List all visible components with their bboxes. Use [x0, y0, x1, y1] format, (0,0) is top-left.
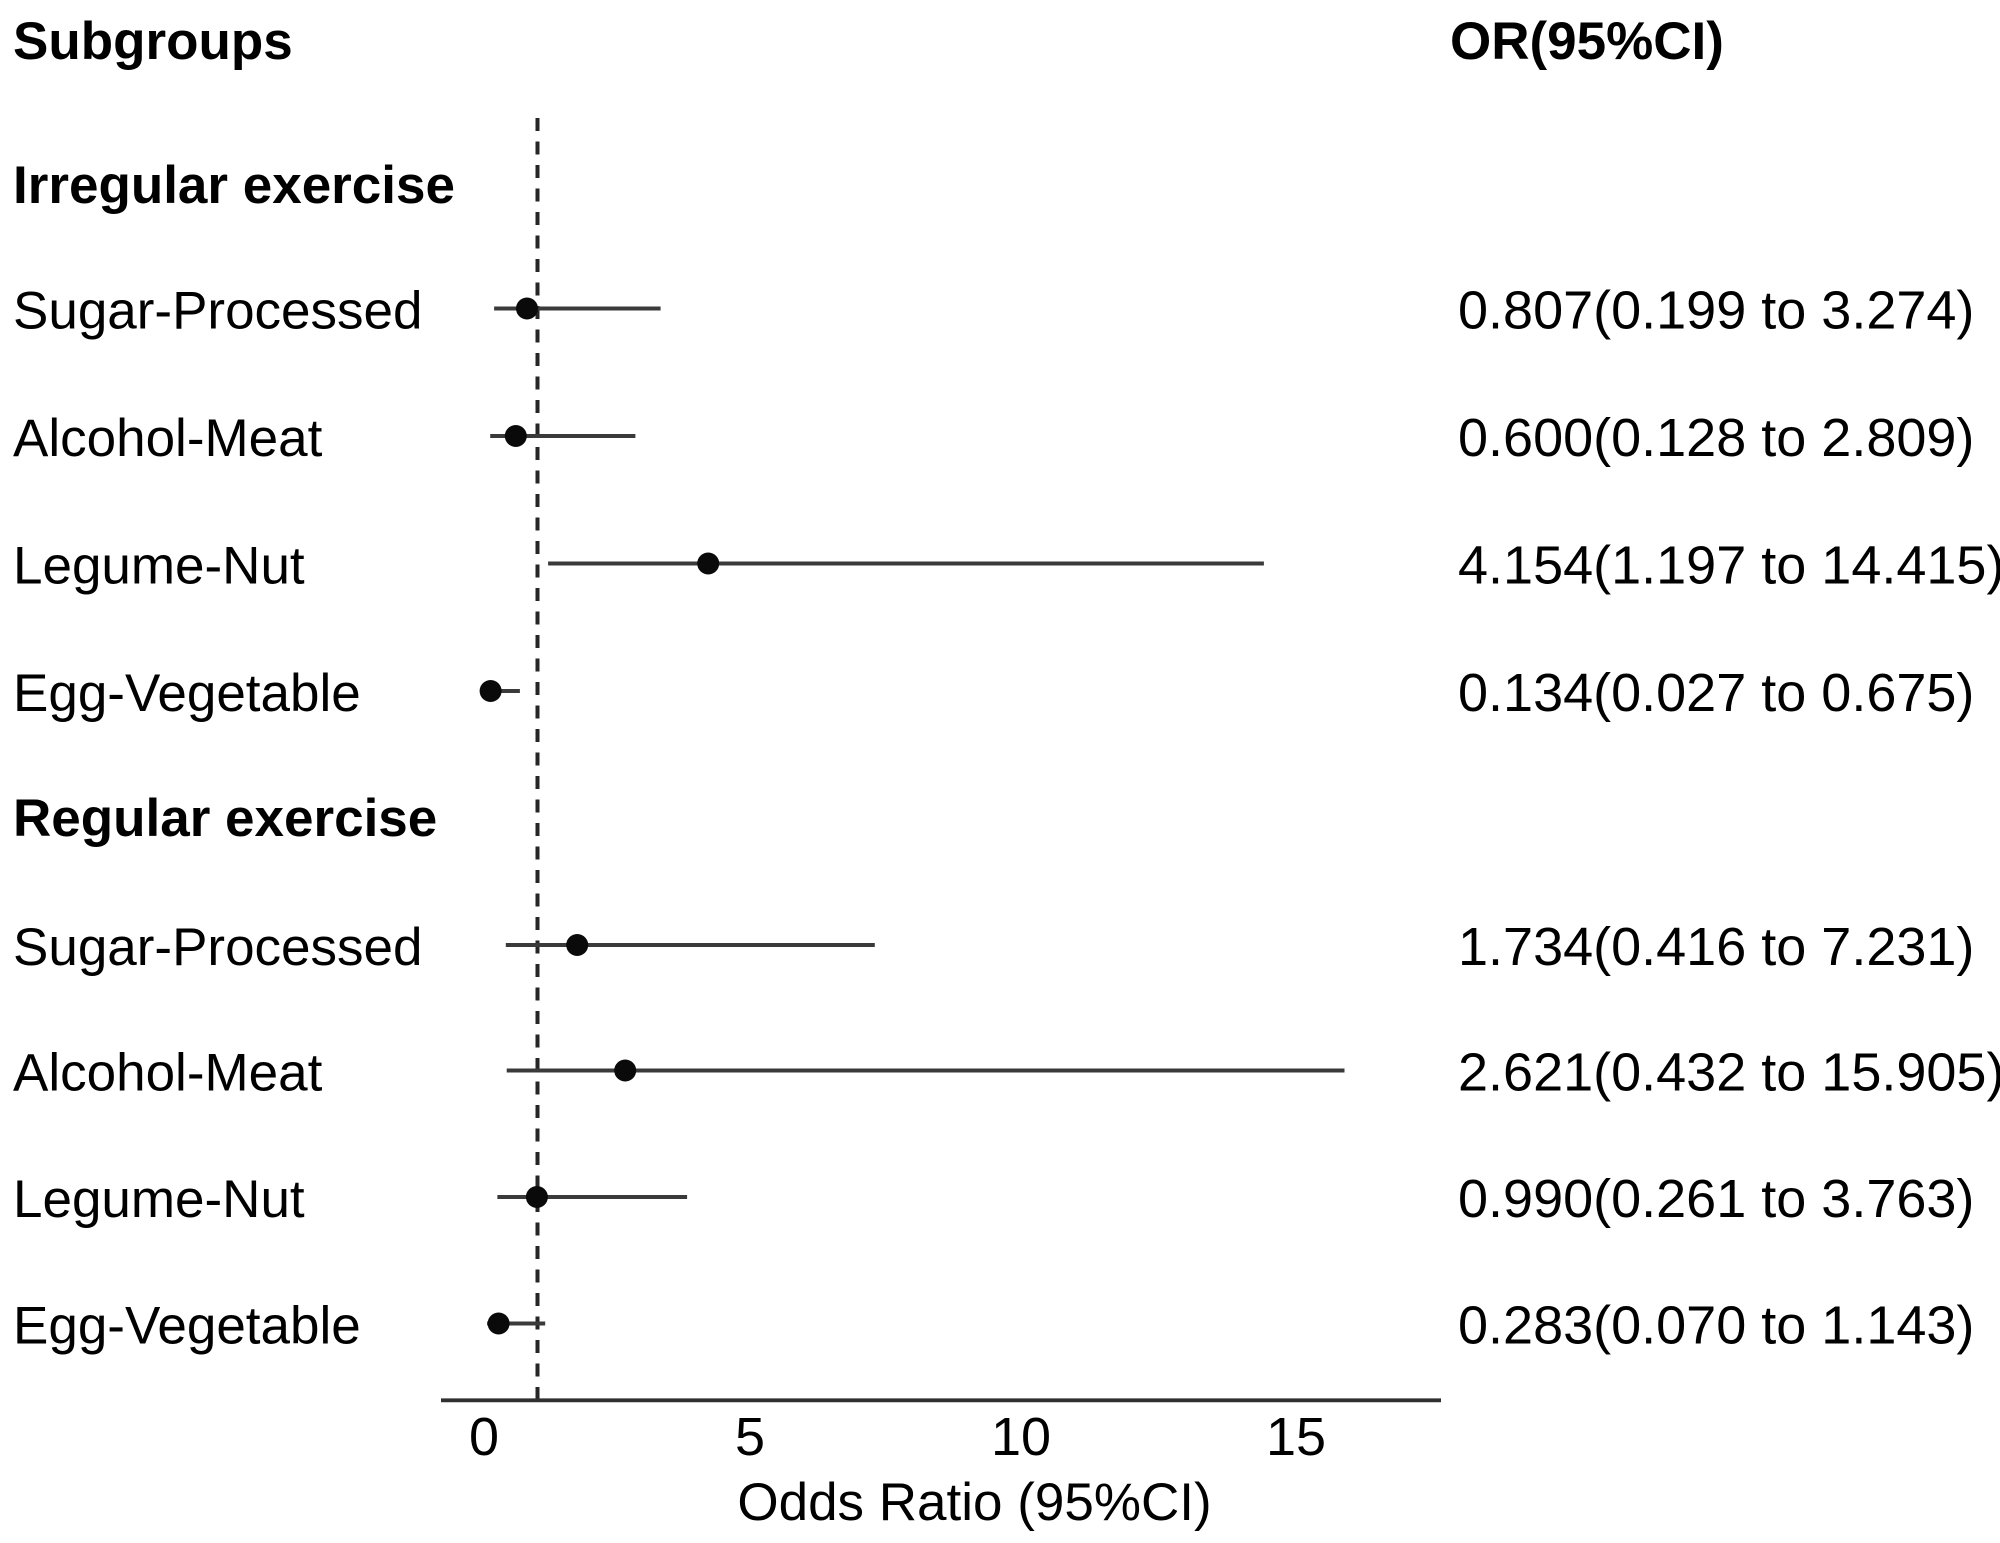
svg-text:Sugar-Processed: Sugar-Processed — [13, 918, 422, 977]
svg-text:0.990(0.261 to 3.763): 0.990(0.261 to 3.763) — [1458, 1169, 1974, 1229]
svg-text:Sugar-Processed: Sugar-Processed — [13, 282, 422, 341]
svg-text:OR(95%CI): OR(95%CI) — [1450, 12, 1724, 71]
svg-text:15: 15 — [1266, 1407, 1326, 1467]
svg-text:0.283(0.070 to 1.143): 0.283(0.070 to 1.143) — [1458, 1296, 1974, 1356]
svg-text:Odds Ratio (95%CI): Odds Ratio (95%CI) — [737, 1473, 1211, 1532]
svg-text:Alcohol-Meat: Alcohol-Meat — [13, 1044, 323, 1103]
svg-text:Egg-Vegetable: Egg-Vegetable — [13, 1297, 361, 1356]
svg-text:Egg-Vegetable: Egg-Vegetable — [13, 664, 361, 723]
svg-text:0.600(0.128 to 2.809): 0.600(0.128 to 2.809) — [1458, 408, 1974, 468]
svg-text:Legume-Nut: Legume-Nut — [13, 537, 305, 596]
svg-text:Legume-Nut: Legume-Nut — [13, 1170, 305, 1229]
svg-text:5: 5 — [735, 1407, 765, 1467]
svg-text:0: 0 — [469, 1407, 499, 1467]
svg-text:4.154(1.197 to 14.415): 4.154(1.197 to 14.415) — [1458, 536, 2000, 596]
svg-text:0.134(0.027 to 0.675): 0.134(0.027 to 0.675) — [1458, 663, 1974, 723]
svg-text:Irregular exercise: Irregular exercise — [13, 156, 455, 215]
svg-text:0.807(0.199 to 3.274): 0.807(0.199 to 3.274) — [1458, 281, 1974, 341]
svg-text:10: 10 — [991, 1407, 1051, 1467]
svg-text:Alcohol-Meat: Alcohol-Meat — [13, 409, 323, 468]
svg-text:Regular exercise: Regular exercise — [13, 789, 437, 848]
svg-text:1.734(0.416 to 7.231): 1.734(0.416 to 7.231) — [1458, 917, 1974, 977]
svg-text:2.621(0.432 to 15.905): 2.621(0.432 to 15.905) — [1458, 1043, 2000, 1103]
svg-text:Subgroups: Subgroups — [13, 12, 293, 71]
